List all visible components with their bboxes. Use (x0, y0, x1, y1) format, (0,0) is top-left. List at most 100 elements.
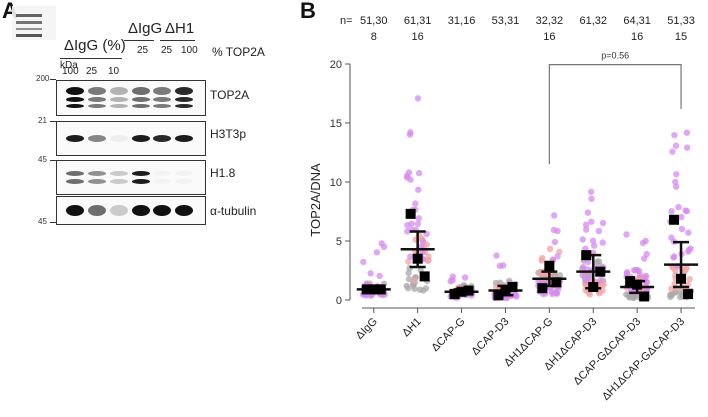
n-value-line2: 16 (412, 31, 424, 43)
data-point (683, 144, 691, 151)
data-point (643, 250, 650, 258)
n-value-line1: 53,31 (492, 15, 520, 27)
experiment-mean-square (419, 271, 430, 282)
data-point (678, 213, 685, 221)
data-point (405, 269, 412, 277)
blot-label-top2a: TOP2A (210, 88, 250, 102)
data-point (687, 245, 694, 252)
data-point (405, 169, 413, 176)
data-point (677, 293, 684, 301)
data-point (554, 285, 562, 293)
data-point (499, 262, 507, 269)
experiment-mean-square (581, 250, 592, 261)
western-blot-top2a (56, 80, 206, 116)
band (153, 205, 171, 216)
band (110, 135, 128, 142)
data-point (538, 257, 545, 264)
data-point (419, 238, 427, 245)
data-point (550, 226, 558, 234)
x-category-label: ΔH1ΔCAP-GΔCAP-D3 (600, 316, 687, 403)
band (132, 97, 150, 102)
band (88, 97, 106, 102)
data-point (404, 222, 411, 229)
data-point (422, 285, 430, 292)
kda-label: kDa (60, 60, 78, 71)
n-value-line1: 31,16 (448, 15, 476, 27)
n-value-line2: 15 (675, 31, 687, 43)
western-blot-h3t3p (56, 121, 206, 156)
experiment-mean-square (639, 291, 650, 302)
data-point (599, 219, 607, 227)
header-group3-label: ΔH1 (165, 20, 195, 37)
data-point (360, 258, 367, 266)
band (88, 87, 106, 95)
western-blot-h1-8 (56, 160, 206, 195)
band (110, 104, 128, 108)
n-value-line1: 61,31 (404, 15, 432, 27)
inset-thumbnail (12, 6, 56, 40)
data-point (681, 268, 688, 275)
data-point (546, 245, 554, 253)
data-point (669, 148, 676, 155)
experiment-mean-square (551, 277, 562, 288)
data-point (373, 249, 381, 256)
x-category-label: ΔH1 (400, 316, 424, 340)
lane-value-3: 10 (108, 66, 120, 77)
marker-21: 21 (38, 116, 47, 125)
data-point (414, 95, 422, 102)
band (66, 179, 84, 184)
marker-45-bottom: 45 (38, 217, 47, 226)
data-point (376, 272, 383, 280)
n-value-line1: 61,32 (579, 15, 607, 27)
data-point (623, 231, 630, 238)
data-point (675, 203, 682, 211)
data-point (554, 253, 561, 260)
data-point (587, 188, 595, 196)
band (175, 87, 193, 95)
data-point (405, 258, 412, 265)
data-point (672, 183, 680, 190)
header-group2-label: ΔIgG (128, 20, 163, 37)
y-tick-label: 15 (330, 118, 342, 130)
band (132, 205, 150, 216)
data-point (594, 258, 601, 265)
data-point (415, 186, 422, 193)
experiment-mean-square (375, 284, 386, 295)
p-value-label: p=0.56 (601, 51, 629, 61)
x-category-label: ΔCAP-D3 (469, 316, 511, 358)
band (66, 135, 84, 142)
n-value-line2: 8 (371, 31, 377, 43)
data-point (672, 142, 680, 149)
experiment-mean-square (537, 283, 548, 294)
lane-value-2: 25 (86, 66, 98, 77)
band (153, 135, 171, 142)
band (66, 97, 84, 102)
percent-top2a-label: % TOP2A (212, 45, 265, 59)
band (175, 135, 193, 142)
band (132, 104, 150, 108)
data-point (414, 220, 422, 228)
band (88, 104, 106, 108)
experiment-mean-square (500, 285, 511, 296)
blot-label-h3t3p: H3T3p (210, 127, 247, 141)
band (88, 135, 106, 142)
lane-value-6: 100 (181, 45, 198, 56)
data-point (668, 208, 675, 215)
data-point (639, 239, 647, 247)
data-point (582, 221, 590, 228)
experiment-mean-square (463, 285, 474, 296)
experiment-mean-square (595, 266, 606, 277)
experiment-mean-square (588, 282, 599, 293)
bracket-line (548, 63, 682, 165)
data-point (599, 239, 606, 246)
data-point (579, 272, 586, 279)
marker-200: 200 (36, 74, 50, 83)
data-point (683, 207, 691, 215)
header-group1-label: ΔIgG (%) (64, 37, 126, 54)
data-point (588, 218, 595, 225)
band (153, 87, 171, 95)
band (175, 205, 193, 216)
significance-bracket (548, 63, 682, 165)
band (66, 205, 84, 216)
data-point (635, 267, 643, 275)
